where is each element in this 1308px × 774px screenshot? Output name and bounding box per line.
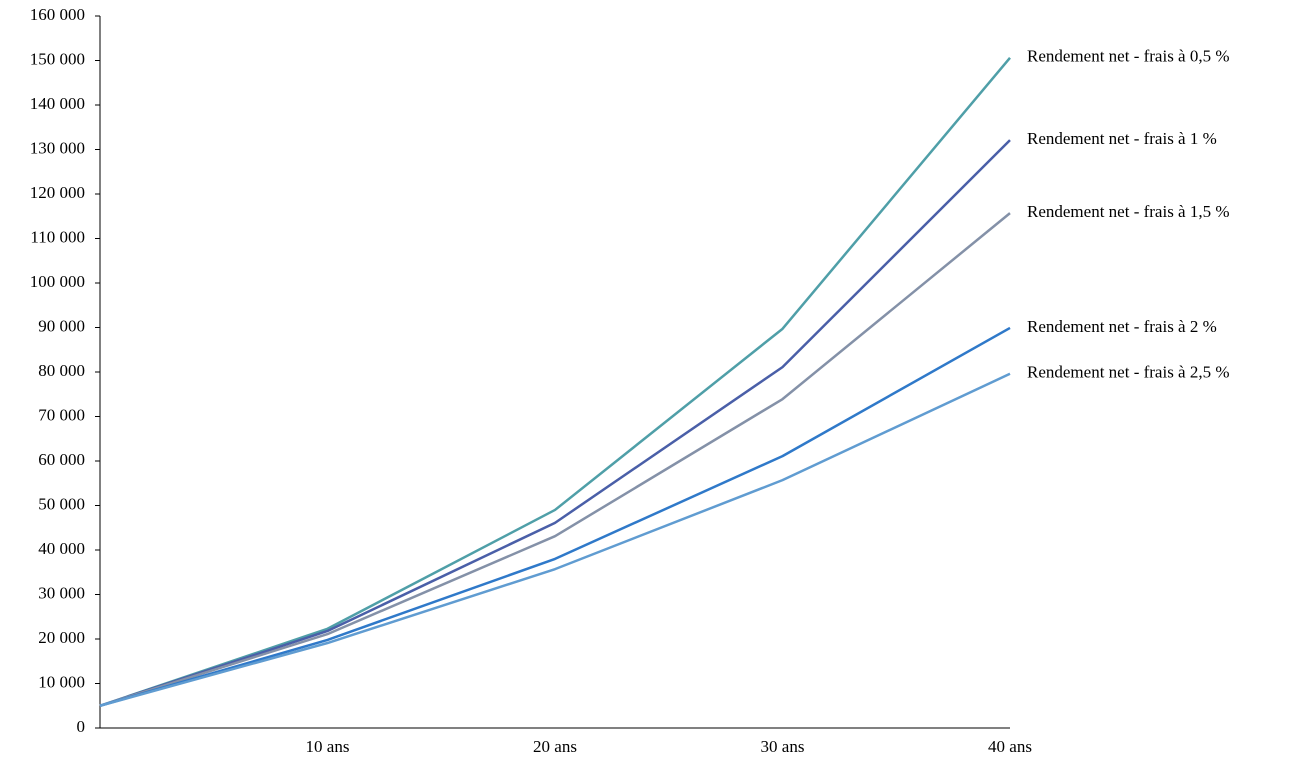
x-tick-label: 20 ans <box>533 737 577 756</box>
y-tick-label: 70 000 <box>38 405 85 424</box>
y-tick-label: 10 000 <box>38 672 85 691</box>
y-tick-label: 80 000 <box>38 361 85 380</box>
y-tick-label: 90 000 <box>38 316 85 335</box>
y-tick-label: 100 000 <box>30 272 85 291</box>
series-label: Rendement net - frais à 1,5 % <box>1027 202 1230 221</box>
y-tick-label: 120 000 <box>30 183 85 202</box>
y-tick-label: 150 000 <box>30 49 85 68</box>
y-tick-label: 140 000 <box>30 94 85 113</box>
series-label: Rendement net - frais à 2,5 % <box>1027 363 1230 382</box>
series-label: Rendement net - frais à 0,5 % <box>1027 47 1230 66</box>
y-tick-label: 40 000 <box>38 539 85 558</box>
series-line <box>99 212 1011 707</box>
y-tick-label: 20 000 <box>38 628 85 647</box>
y-tick-label: 160 000 <box>30 5 85 24</box>
series-label: Rendement net - frais à 2 % <box>1027 317 1217 336</box>
y-tick-label: 30 000 <box>38 583 85 602</box>
series-label: Rendement net - frais à 1 % <box>1027 129 1217 148</box>
y-tick-label: 130 000 <box>30 138 85 157</box>
x-tick-label: 30 ans <box>761 737 805 756</box>
y-tick-label: 60 000 <box>38 450 85 469</box>
series-line <box>99 139 1011 707</box>
x-tick-label: 10 ans <box>306 737 350 756</box>
x-tick-label: 40 ans <box>988 737 1032 756</box>
y-tick-label: 50 000 <box>38 494 85 513</box>
y-tick-label: 110 000 <box>30 227 85 246</box>
series-line <box>99 326 1011 707</box>
series-line <box>99 372 1011 707</box>
series-line <box>99 57 1011 707</box>
y-tick-label: 0 <box>77 717 86 736</box>
